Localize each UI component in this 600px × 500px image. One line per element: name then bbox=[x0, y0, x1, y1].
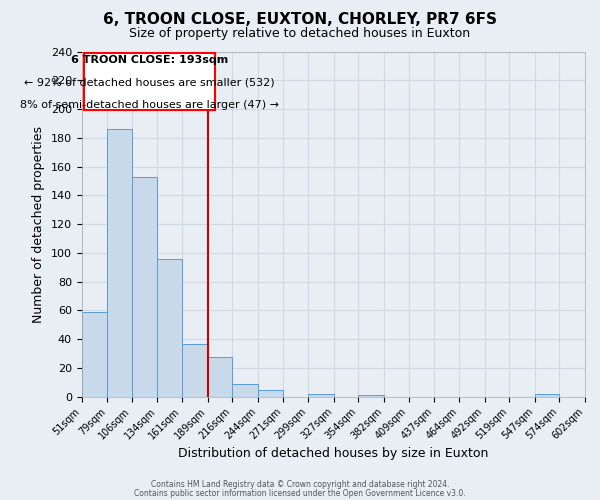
Bar bbox=[232, 384, 258, 397]
FancyBboxPatch shape bbox=[84, 53, 215, 110]
Text: 6, TROON CLOSE, EUXTON, CHORLEY, PR7 6FS: 6, TROON CLOSE, EUXTON, CHORLEY, PR7 6FS bbox=[103, 12, 497, 28]
Bar bbox=[157, 258, 182, 397]
Bar bbox=[358, 396, 384, 397]
Bar bbox=[208, 356, 232, 397]
Text: Contains public sector information licensed under the Open Government Licence v3: Contains public sector information licen… bbox=[134, 488, 466, 498]
Text: 6 TROON CLOSE: 193sqm: 6 TROON CLOSE: 193sqm bbox=[71, 55, 229, 65]
Text: ← 92% of detached houses are smaller (532): ← 92% of detached houses are smaller (53… bbox=[25, 78, 275, 88]
Text: 8% of semi-detached houses are larger (47) →: 8% of semi-detached houses are larger (4… bbox=[20, 100, 279, 110]
Bar bbox=[535, 394, 559, 397]
Bar bbox=[182, 344, 208, 397]
Bar bbox=[107, 129, 132, 397]
Bar bbox=[308, 394, 334, 397]
X-axis label: Distribution of detached houses by size in Euxton: Distribution of detached houses by size … bbox=[178, 447, 488, 460]
Y-axis label: Number of detached properties: Number of detached properties bbox=[32, 126, 45, 322]
Bar bbox=[258, 390, 283, 397]
Bar bbox=[132, 176, 157, 397]
Text: Contains HM Land Registry data © Crown copyright and database right 2024.: Contains HM Land Registry data © Crown c… bbox=[151, 480, 449, 489]
Text: Size of property relative to detached houses in Euxton: Size of property relative to detached ho… bbox=[130, 28, 470, 40]
Bar bbox=[82, 312, 107, 397]
